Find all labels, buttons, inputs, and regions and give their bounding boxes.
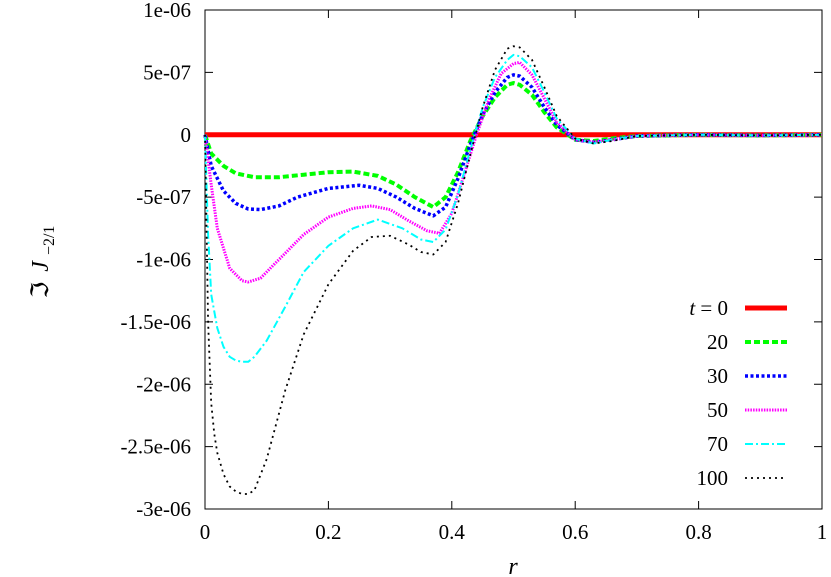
y-tick-label: -1e-06 <box>136 248 191 272</box>
y-axis-label-sub: −2/1 <box>41 226 58 255</box>
y-tick-label: -2e-06 <box>136 372 191 396</box>
y-tick-label: -1.5e-06 <box>120 310 191 334</box>
y-axis-label-main: J <box>28 260 54 272</box>
legend-label-t-0: t = 0 <box>689 296 728 320</box>
series-line-t-20 <box>203 81 823 210</box>
y-tick-label: -2.5e-06 <box>120 435 191 459</box>
svg-text:ℑ J −2/1: ℑ J −2/1 <box>28 226 58 299</box>
x-tick-label: 0.6 <box>562 520 588 544</box>
series-line-t-30 <box>203 73 823 218</box>
legend-label-t-50: 50 <box>707 398 728 422</box>
x-axis-label: r <box>508 554 518 577</box>
legend-label-t-100: 100 <box>697 466 729 490</box>
legend-label-t-30: 30 <box>707 364 728 388</box>
series-line-t-100 <box>204 45 823 495</box>
x-tick-label: 0.4 <box>439 520 466 544</box>
series-line-t-70 <box>204 53 823 363</box>
x-tick-label: 1 <box>817 520 828 544</box>
y-axis-label-prefix: ℑ <box>28 282 54 299</box>
legend-label-t-20: 20 <box>707 330 728 354</box>
y-tick-label: -5e-07 <box>136 185 191 209</box>
x-tick-label: 0.8 <box>685 520 711 544</box>
series-line-t-50 <box>203 60 823 284</box>
y-axis-label: ℑ J −2/1 <box>28 226 58 299</box>
series-group <box>203 45 823 495</box>
y-tick-label: 1e-06 <box>143 0 191 22</box>
y-tick-label: -3e-06 <box>136 497 191 521</box>
ticks: 0 0.2 0.4 0.6 0.8 1 1e-06 5e-07 0 -5e-07 -1e-06 -1.… <box>120 0 827 544</box>
x-tick-label: 0.2 <box>315 520 341 544</box>
legend-label-t-70: 70 <box>707 432 728 456</box>
legend: t = 0 20 30 50 70 100 <box>689 296 787 490</box>
x-tick-label: 0 <box>200 520 211 544</box>
y-tick-label: 5e-07 <box>143 60 191 84</box>
y-tick-label: 0 <box>181 123 192 147</box>
